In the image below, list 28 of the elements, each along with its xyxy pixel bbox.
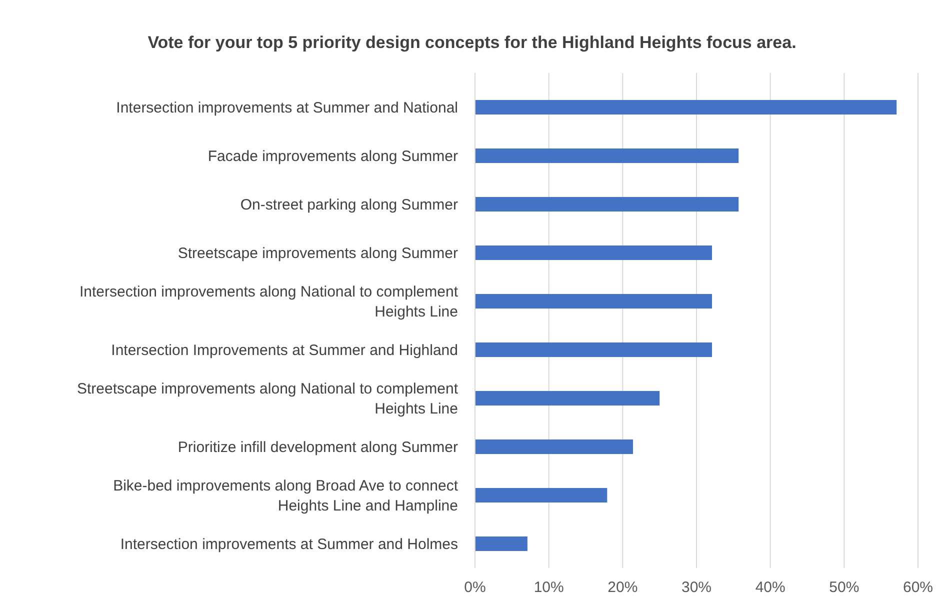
bar bbox=[475, 488, 608, 503]
bar bbox=[475, 196, 739, 212]
y-tick-label: Prioritize infill development along Summer bbox=[178, 438, 458, 456]
y-tick-label: Intersection improvements at Summer and National bbox=[116, 99, 458, 116]
x-tick-label: 20% bbox=[608, 579, 638, 596]
bar bbox=[475, 294, 712, 309]
x-tick-label: 10% bbox=[534, 579, 564, 596]
y-tick-label: Intersection improvements along National to complement Heights Line bbox=[79, 283, 459, 320]
bar bbox=[475, 100, 897, 115]
y-tick-label: Streetscape improvements along National to complement Heights Line bbox=[76, 380, 459, 418]
bar bbox=[475, 439, 634, 454]
x-tick-label: 30% bbox=[681, 579, 712, 596]
y-tick-label: Bike-bed improvements along Broad Ave to connect Heights Line and Hampline bbox=[113, 477, 459, 514]
x-tick-label: 60% bbox=[902, 579, 934, 596]
x-tick-label: 40% bbox=[755, 579, 786, 596]
x-tick-label: 50% bbox=[829, 579, 860, 596]
y-tick-label: Facade improvements along Summer bbox=[208, 148, 458, 165]
bar bbox=[475, 148, 739, 164]
bar bbox=[475, 536, 528, 552]
bar bbox=[475, 390, 660, 406]
bar bbox=[475, 245, 712, 260]
y-tick-label: On-street parking along Summer bbox=[240, 196, 458, 214]
y-tick-label: Streetscape improvements along Summer bbox=[178, 244, 458, 262]
chart-title: Vote for your top 5 priority design concepts for the Highland Heights focus area. bbox=[148, 33, 796, 52]
y-tick-label: Intersection Improvements at Summer and Highland bbox=[111, 342, 458, 359]
y-tick-label: Intersection improvements at Summer and Holmes bbox=[120, 536, 458, 553]
x-tick-label: 0% bbox=[464, 579, 486, 596]
bar bbox=[475, 342, 712, 358]
